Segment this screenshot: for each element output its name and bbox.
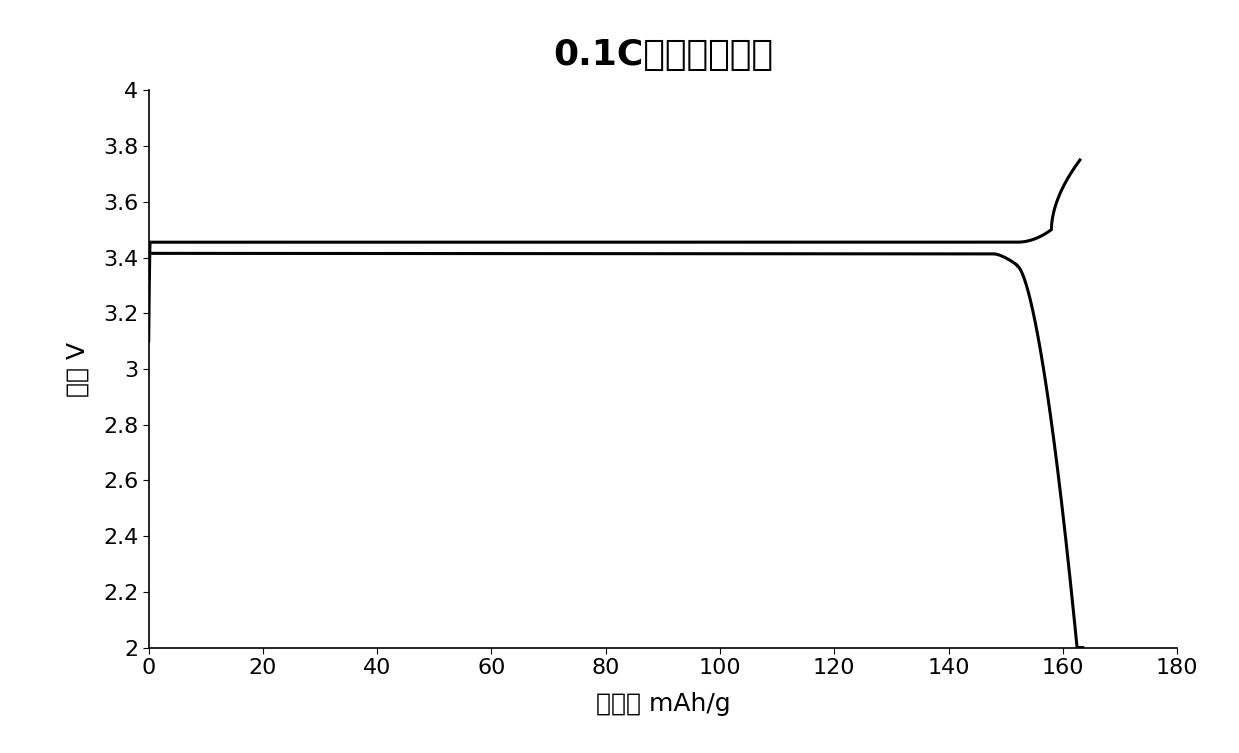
X-axis label: 克容里 mAh/g: 克容里 mAh/g bbox=[596, 692, 730, 716]
Title: 0.1C充放电曲线图: 0.1C充放电曲线图 bbox=[553, 38, 773, 72]
Y-axis label: 电压 V: 电压 V bbox=[66, 341, 89, 397]
